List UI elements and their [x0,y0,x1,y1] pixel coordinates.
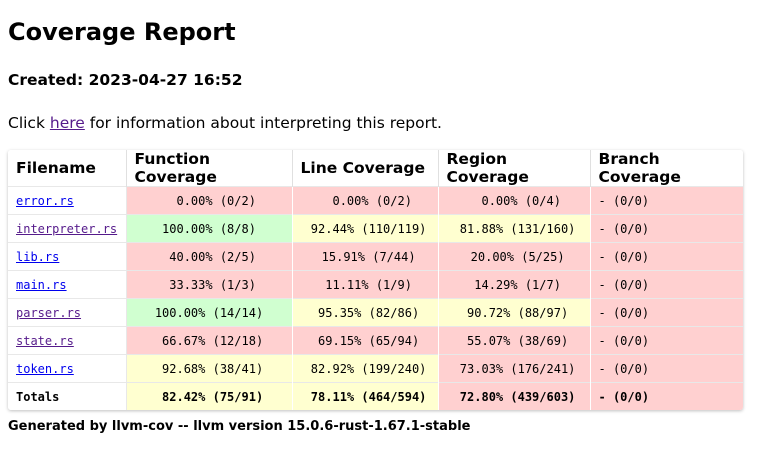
region-coverage-cell: 14.29% (1/7) [438,270,591,299]
header-branch-coverage: Branch Coverage [590,150,743,187]
totals-branch-coverage-cell: - (0/0) [590,382,743,410]
region-coverage-cell: 0.00% (0/4) [438,186,591,215]
info-prefix: Click [8,114,50,132]
region-coverage-cell: 55.07% (38/69) [438,326,591,355]
file-link[interactable]: token.rs [16,361,74,376]
region-coverage-cell: 81.88% (131/160) [438,214,591,243]
line-coverage-cell: 82.92% (199/240) [292,354,439,383]
filename-cell: main.rs [8,270,127,299]
table-row: lib.rs 40.00% (2/5) 15.91% (7/44) 20.00%… [8,242,743,271]
table-row: interpreter.rs 100.00% (8/8) 92.44% (110/… [8,214,743,243]
branch-coverage-cell: - (0/0) [590,298,743,327]
line-coverage-cell: 69.15% (65/94) [292,326,439,355]
file-link[interactable]: parser.rs [16,305,82,320]
branch-coverage-cell: - (0/0) [590,354,743,383]
table-row: error.rs 0.00% (0/2) 0.00% (0/2) 0.00% (… [8,186,743,215]
function-coverage-cell: 40.00% (2/5) [126,242,293,271]
header-line-coverage: Line Coverage [292,150,439,187]
region-coverage-cell: 20.00% (5/25) [438,242,591,271]
function-coverage-cell: 100.00% (8/8) [126,214,293,243]
branch-coverage-cell: - (0/0) [590,270,743,299]
file-link[interactable]: state.rs [16,333,74,348]
table-row: token.rs 92.68% (38/41) 82.92% (199/240)… [8,354,743,383]
header-filename: Filename [8,150,127,187]
function-coverage-cell: 92.68% (38/41) [126,354,293,383]
region-coverage-cell: 90.72% (88/97) [438,298,591,327]
page-title: Coverage Report [8,18,236,46]
totals-function-coverage-cell: 82.42% (75/91) [126,382,293,410]
file-link[interactable]: error.rs [16,193,74,208]
file-link[interactable]: interpreter.rs [16,221,118,236]
filename-cell: lib.rs [8,242,127,271]
line-coverage-cell: 92.44% (110/119) [292,214,439,243]
file-link[interactable]: lib.rs [16,249,60,264]
totals-row: Totals 82.42% (75/91) 78.11% (464/594) 7… [8,382,743,410]
line-coverage-cell: 95.35% (82/86) [292,298,439,327]
function-coverage-cell: 0.00% (0/2) [126,186,293,215]
branch-coverage-cell: - (0/0) [590,214,743,243]
table-row: state.rs 66.67% (12/18) 69.15% (65/94) 5… [8,326,743,355]
line-coverage-cell: 15.91% (7/44) [292,242,439,271]
filename-cell: state.rs [8,326,127,355]
filename-cell: parser.rs [8,298,127,327]
branch-coverage-cell: - (0/0) [590,242,743,271]
coverage-table: Filename Function Coverage Line Coverage… [8,150,743,410]
region-coverage-cell: 73.03% (176/241) [438,354,591,383]
function-coverage-cell: 100.00% (14/14) [126,298,293,327]
info-link[interactable]: here [49,114,85,132]
branch-coverage-cell: - (0/0) [590,326,743,355]
filename-cell: token.rs [8,354,127,383]
footer-generated-by: Generated by llvm-cov -- llvm version 15… [8,419,471,434]
totals-label: Totals [8,382,127,410]
header-region-coverage: Region Coverage [438,150,591,187]
filename-cell: error.rs [8,186,127,215]
header-function-coverage: Function Coverage [126,150,293,187]
function-coverage-cell: 66.67% (12/18) [126,326,293,355]
filename-cell: interpreter.rs [8,214,127,243]
table-row: main.rs 33.33% (1/3) 11.11% (1/9) 14.29%… [8,270,743,299]
line-coverage-cell: 11.11% (1/9) [292,270,439,299]
info-suffix: for information about interpreting this … [84,114,442,132]
info-text: Click here for information about interpr… [8,112,442,134]
totals-region-coverage-cell: 72.80% (439/603) [438,382,591,410]
file-link[interactable]: main.rs [16,277,67,292]
line-coverage-cell: 0.00% (0/2) [292,186,439,215]
created-timestamp: Created: 2023-04-27 16:52 [8,71,243,89]
function-coverage-cell: 33.33% (1/3) [126,270,293,299]
totals-line-coverage-cell: 78.11% (464/594) [292,382,439,410]
table-row: parser.rs 100.00% (14/14) 95.35% (82/86) … [8,298,743,327]
table-header-row: Filename Function Coverage Line Coverage… [8,150,743,187]
coverage-table-container: Filename Function Coverage Line Coverage… [8,150,743,410]
branch-coverage-cell: - (0/0) [590,186,743,215]
